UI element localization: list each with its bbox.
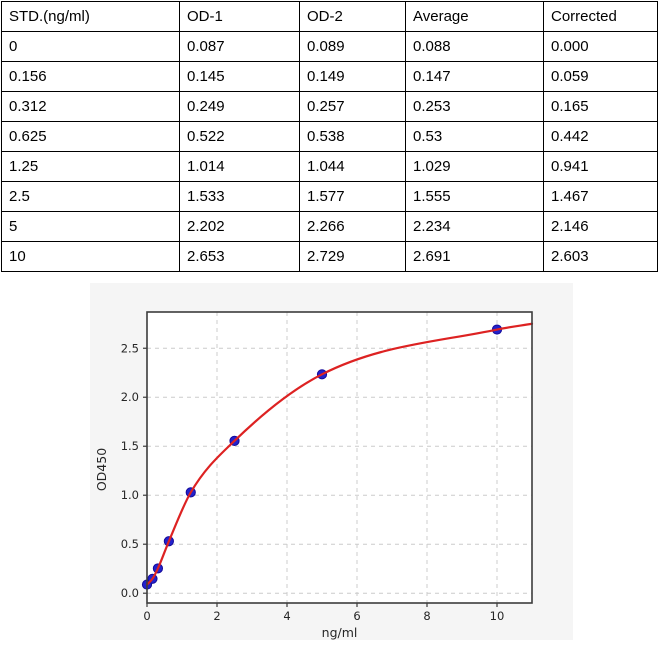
standard-curve-chart: 0 2 4 6 8 10 0.0 0.5 1.0 1.5 2.0 2.5 ng/ml OD450 [90, 283, 573, 640]
table-cell: 0.000 [543, 31, 658, 62]
y-tick-label: 2.0 [121, 390, 139, 404]
table-cell: 1.044 [299, 151, 406, 182]
table-cell: 2.603 [543, 241, 658, 272]
x-tick-label: 6 [353, 609, 360, 623]
table-cell: 5 [1, 211, 180, 242]
table-cell: 0.312 [1, 91, 180, 122]
y-axis-label: OD450 [94, 448, 109, 491]
table-cell: 0 [1, 31, 180, 62]
x-axis-label: ng/ml [322, 625, 358, 640]
y-tick-label: 0.0 [121, 586, 139, 600]
table-cell: 2.146 [543, 211, 658, 242]
table-cell: 2.5 [1, 181, 180, 212]
table-row: 5 2.202 2.266 2.234 2.146 [1, 211, 658, 242]
table-cell: 0.149 [299, 61, 406, 92]
table-header-cell: Average [405, 1, 544, 32]
plot-spines [146, 311, 533, 604]
x-tick-label: 0 [143, 609, 150, 623]
table-cell: 0.059 [543, 61, 658, 92]
table-row: 0.312 0.249 0.257 0.253 0.165 [1, 91, 658, 122]
table-cell: 0.941 [543, 151, 658, 182]
y-tick-label: 0.5 [121, 537, 139, 551]
table-row: 10 2.653 2.729 2.691 2.603 [1, 241, 658, 272]
table-row: 0.156 0.145 0.149 0.147 0.059 [1, 61, 658, 92]
table-cell: 0.147 [405, 61, 544, 92]
table-cell: 1.029 [405, 151, 544, 182]
table-cell: 2.729 [299, 241, 406, 272]
table-cell: 2.202 [179, 211, 300, 242]
standards-table-wrap: STD.(ng/ml) OD-1 OD-2 Average Corrected 0 0.0… [1, 1, 658, 272]
table-row: 2.5 1.533 1.577 1.555 1.467 [1, 181, 658, 212]
table-cell: 2.691 [405, 241, 544, 272]
plot-background [147, 312, 532, 603]
y-tick-label: 1.0 [121, 488, 139, 502]
table-cell: 2.653 [179, 241, 300, 272]
table-cell: 0.53 [405, 121, 544, 152]
table-cell: 2.234 [405, 211, 544, 242]
table-cell: 2.266 [299, 211, 406, 242]
table-cell: 1.555 [405, 181, 544, 212]
table-cell: 0.625 [1, 121, 180, 152]
table-cell: 0.145 [179, 61, 300, 92]
table-cell: 0.522 [179, 121, 300, 152]
table-cell: 1.014 [179, 151, 300, 182]
table-row: 1.25 1.014 1.044 1.029 0.941 [1, 151, 658, 182]
standard-curve-figure: 0 2 4 6 8 10 0.0 0.5 1.0 1.5 2.0 2.5 ng/ml OD450 [90, 283, 573, 640]
table-header-row: STD.(ng/ml) OD-1 OD-2 Average Corrected [1, 1, 658, 32]
table-cell: 1.577 [299, 181, 406, 212]
y-tick-label: 1.5 [121, 439, 139, 453]
x-tick-label: 10 [490, 609, 505, 623]
table-cell: 0.257 [299, 91, 406, 122]
table-cell: 0.442 [543, 121, 658, 152]
x-tick-label: 2 [213, 609, 220, 623]
fit-curve [145, 322, 534, 586]
table-cell: 1.533 [179, 181, 300, 212]
table-row: 0 0.087 0.089 0.088 0.000 [1, 31, 658, 62]
x-tick-label: 4 [283, 609, 290, 623]
table-cell: 1.467 [543, 181, 658, 212]
table-cell: 0.538 [299, 121, 406, 152]
standards-table: STD.(ng/ml) OD-1 OD-2 Average Corrected 0 0.0… [1, 1, 658, 272]
x-tick-label: 8 [423, 609, 430, 623]
table-header-cell: Corrected [543, 1, 658, 32]
table-cell: 0.089 [299, 31, 406, 62]
table-header-cell: STD.(ng/ml) [1, 1, 180, 32]
table-header-cell: OD-1 [179, 1, 300, 32]
table-cell: 10 [1, 241, 180, 272]
table-cell: 0.088 [405, 31, 544, 62]
table-header-cell: OD-2 [299, 1, 406, 32]
y-tick-label: 2.5 [121, 341, 139, 355]
table-cell: 1.25 [1, 151, 180, 182]
table-row: 0.625 0.522 0.538 0.53 0.442 [1, 121, 658, 152]
table-cell: 0.249 [179, 91, 300, 122]
table-cell: 0.253 [405, 91, 544, 122]
table-cell: 0.165 [543, 91, 658, 122]
table-cell: 0.156 [1, 61, 180, 92]
table-cell: 0.087 [179, 31, 300, 62]
